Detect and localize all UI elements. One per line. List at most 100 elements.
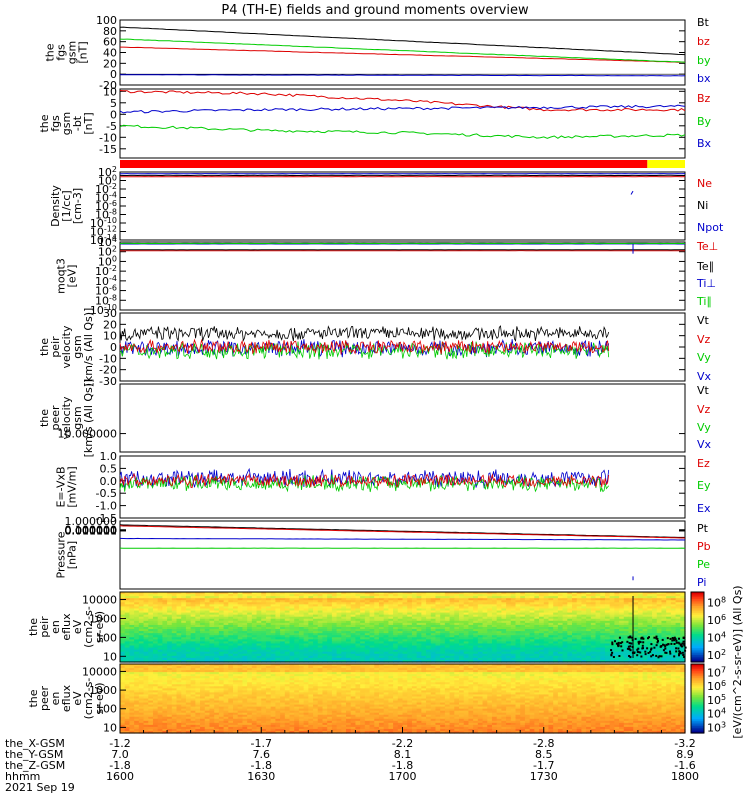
y-tick-label: 0 [110,341,117,354]
x-axis-value: -1.8 [109,759,130,772]
y-tick-label: 10-4 [95,274,117,288]
y-tick-label: 100 [96,631,117,644]
plot-title: P4 (TH-E) fields and ground moments over… [221,3,529,18]
y-axis-label-line: the [27,689,40,707]
legend-entry: Vy [697,351,711,364]
x-axis-value: -2.8 [533,737,554,750]
x-axis-row-label: the_Y-GSM [5,748,63,761]
y-axis-label-line: en [49,692,62,706]
legend-entry: Pt [697,522,709,535]
y-axis-label-line: the [27,618,40,636]
y-axis-label-line: eV [71,691,84,706]
y-axis-label-line: peir [49,336,62,358]
colorbar: 108 106 104 102 [690,591,726,663]
spectrogram-cells [120,664,686,734]
colorbar-tick-label: 106 [707,613,726,627]
x-axis-value: 7.0 [111,748,129,761]
x-axis-date: 2021 Sep 19 [5,781,75,794]
y-tick-label: 80 [103,25,117,38]
y-tick-label: 10.000000 [58,428,118,441]
y-axis-label-line: (cm2-s- [82,606,95,648]
y-axis-label-line: the [38,114,51,132]
y-axis-label-line: (cm2-s- [82,678,95,720]
y-tick-label: 0 [110,108,117,121]
y-axis-label: Density[1/cc][cm-3] [49,185,84,227]
panel-frame [119,455,686,519]
colorbar-tick-label: 104 [707,631,726,645]
y-axis-label-line: gsm [60,112,73,135]
y-tick-label: 100 [98,254,117,268]
series-line-Pt [119,524,685,538]
y-axis-label-line: en [49,620,62,634]
panel-frame [119,520,686,590]
y-axis-label-line: [eV] [66,265,79,288]
x-axis-value: -1.8 [251,759,272,772]
y-tick-label: 60 [103,36,117,49]
series-line-By [119,124,686,139]
y-axis-label-line: peer [38,686,51,712]
series-line-Pi [119,537,686,541]
y-tick-label: 30 [103,307,117,320]
y-tick-label: 10-2 [95,182,117,196]
y-tick-label: -30 [99,375,117,388]
y-axis-label-line: the [38,409,51,427]
x-axis-value: -1.2 [109,737,130,750]
series-line-Bz [119,90,686,112]
series-line-Ez [119,472,610,489]
mode-segment [647,160,685,168]
y-tick-label: 10-4 [95,191,117,205]
y-axis-label-line: the [38,338,51,356]
y-tick-label: 10-10 [90,303,117,317]
x-axis-value: -1.7 [533,759,554,772]
legend-entry: Pi [697,576,706,589]
x-axis-value: 7.6 [253,748,271,761]
x-axis-table: the_X-GSM -1.2 -1.7 -2.2 -2.8 -3.2 the_Y-GSM 7.… [5,727,699,794]
y-axis-label-line: -bt [71,115,84,131]
x-axis-value: -1.7 [251,737,272,750]
legend-entry: Npot [697,221,724,234]
legend-entry: by [697,54,711,67]
y-axis-label-line: [cm-3] [71,188,84,224]
x-axis-row-label: hhmm [5,770,40,783]
y-tick-label: 0.100000 [65,524,118,537]
y-tick-label: 0.000001 [65,525,118,538]
x-axis-value: 8.1 [394,748,412,761]
y-axis-label-line: sr-eV) [93,611,106,643]
y-tick-label: -5 [106,120,117,133]
panels: 100806040200-20thefgsgsm[nT]Btbzbybx1050… [27,14,744,739]
y-axis-label-line: eflux [60,684,73,712]
panel-frame [119,241,686,311]
series-line-Vz [119,338,610,355]
mode-segment [120,160,648,168]
x-axis-value: 8.9 [676,748,694,761]
y-axis-label-line: velocity [60,325,73,368]
y-axis-label-line: [km/s (All Qs)] [82,379,95,458]
legend-entry: Vx [697,370,712,383]
colorbar-tick-label: 108 [707,596,726,610]
series-line-Pb [119,525,685,539]
y-tick-label: 1000 [89,612,117,625]
y-tick-label: 104 [98,235,117,249]
y-tick-label: 0.5 [100,462,118,475]
x-axis-value: -3.2 [674,737,695,750]
legend-entry: Vy [697,421,711,434]
y-axis-label-line: [nT] [77,41,90,63]
legend-entry: Ne [697,177,712,190]
x-axis-value: -1.6 [674,759,695,772]
y-tick-label: -1.5 [96,512,117,525]
y-axis-label-line: eflux [60,613,73,641]
y-tick-label: 10-12 [90,225,117,239]
y-tick-label: 1000 [89,684,117,697]
y-tick-label: 0.000010 [65,525,118,538]
y-tick-label: 10-14 [90,233,117,247]
colorbar-tick-label: 106 [707,679,726,693]
colorbar-tick-label: 102 [707,648,726,662]
legend-entry: Vt [697,384,710,397]
